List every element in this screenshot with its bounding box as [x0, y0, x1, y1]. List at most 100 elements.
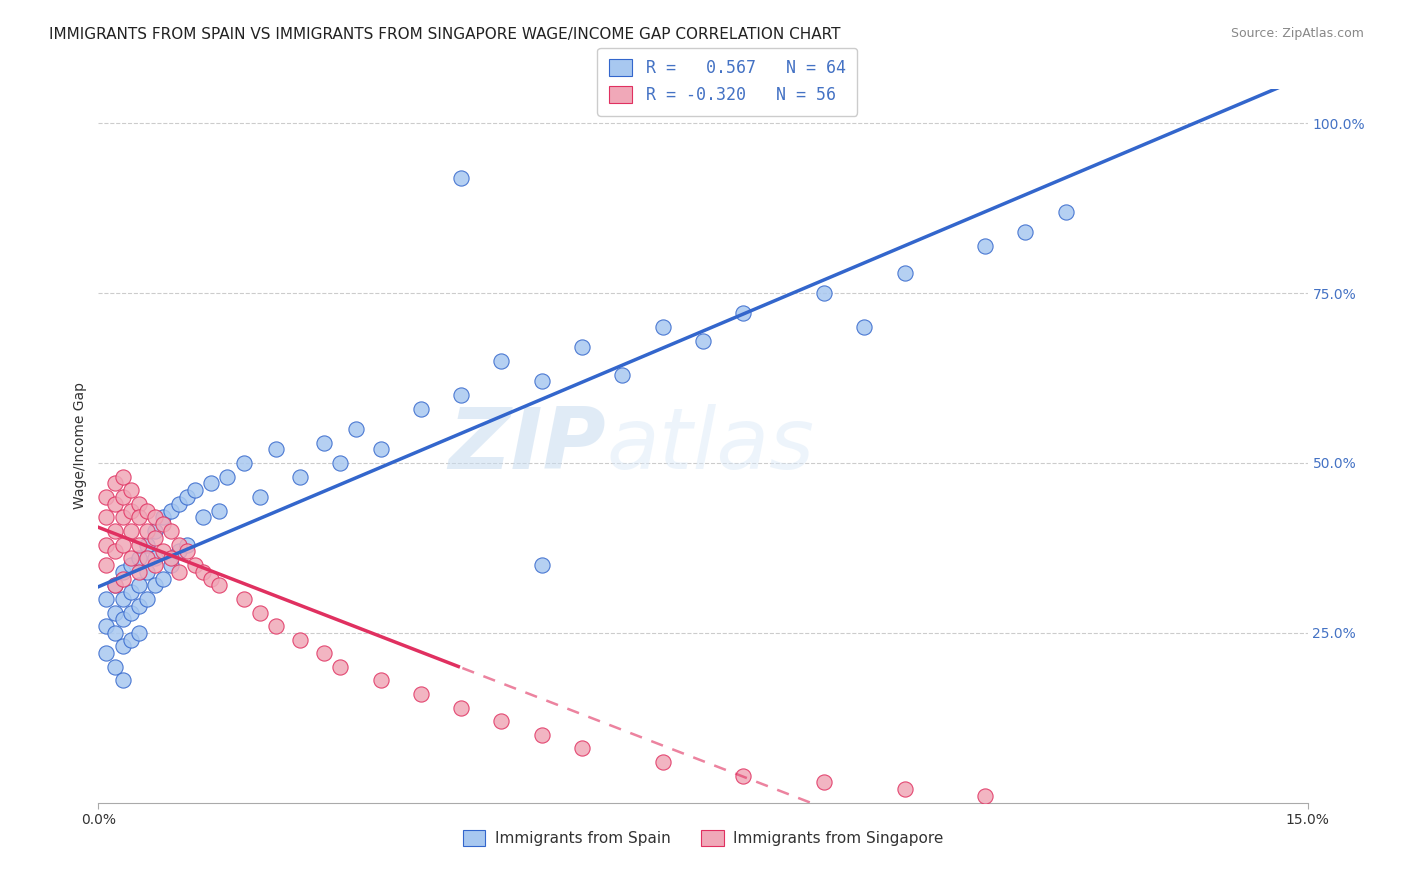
- Point: [111, 537, 134, 551]
- Point: [167, 537, 190, 551]
- Point: [167, 544, 190, 558]
- Point: [160, 524, 183, 538]
- Point: [103, 476, 125, 491]
- Point: [733, 306, 755, 320]
- Point: [96, 490, 118, 504]
- Point: [200, 572, 222, 586]
- Point: [128, 565, 150, 579]
- Point: [111, 640, 134, 654]
- Text: Source: ZipAtlas.com: Source: ZipAtlas.com: [1230, 27, 1364, 40]
- Point: [152, 517, 174, 532]
- Point: [103, 660, 125, 674]
- Point: [96, 619, 118, 633]
- Point: [893, 782, 915, 797]
- Point: [193, 565, 215, 579]
- Point: [120, 606, 142, 620]
- Point: [160, 558, 183, 572]
- Point: [893, 266, 915, 280]
- Legend: Immigrants from Spain, Immigrants from Singapore: Immigrants from Spain, Immigrants from S…: [457, 824, 949, 852]
- Point: [103, 497, 125, 511]
- Point: [120, 483, 142, 498]
- Point: [135, 565, 157, 579]
- Point: [232, 456, 254, 470]
- Point: [167, 565, 190, 579]
- Point: [135, 524, 157, 538]
- Point: [120, 585, 142, 599]
- Point: [176, 544, 198, 558]
- Point: [103, 544, 125, 558]
- Point: [152, 572, 174, 586]
- Point: [111, 469, 134, 483]
- Point: [111, 510, 134, 524]
- Point: [651, 320, 673, 334]
- Point: [370, 673, 392, 688]
- Point: [329, 660, 352, 674]
- Point: [491, 714, 513, 729]
- Point: [96, 558, 118, 572]
- Point: [111, 565, 134, 579]
- Point: [264, 619, 287, 633]
- Point: [264, 442, 287, 457]
- Point: [135, 591, 157, 606]
- Point: [813, 286, 835, 301]
- Point: [288, 632, 311, 647]
- Point: [571, 341, 593, 355]
- Point: [651, 755, 673, 769]
- Point: [143, 510, 166, 524]
- Point: [208, 503, 231, 517]
- Point: [143, 578, 166, 592]
- Point: [135, 551, 157, 566]
- Point: [450, 700, 472, 714]
- Y-axis label: Wage/Income Gap: Wage/Income Gap: [73, 383, 87, 509]
- Point: [103, 606, 125, 620]
- Point: [143, 524, 166, 538]
- Point: [314, 646, 336, 660]
- Point: [128, 599, 150, 613]
- Text: atlas: atlas: [606, 404, 814, 488]
- Text: ZIP: ZIP: [449, 404, 606, 488]
- Point: [96, 591, 118, 606]
- Point: [96, 510, 118, 524]
- Point: [128, 626, 150, 640]
- Point: [974, 789, 997, 803]
- Point: [120, 503, 142, 517]
- Point: [96, 537, 118, 551]
- Point: [249, 490, 271, 504]
- Point: [974, 238, 997, 252]
- Point: [111, 612, 134, 626]
- Point: [208, 578, 231, 592]
- Point: [176, 537, 198, 551]
- Point: [160, 551, 183, 566]
- Point: [160, 503, 183, 517]
- Point: [128, 551, 150, 566]
- Point: [96, 646, 118, 660]
- Point: [612, 368, 634, 382]
- Point: [184, 483, 207, 498]
- Point: [120, 632, 142, 647]
- Text: IMMIGRANTS FROM SPAIN VS IMMIGRANTS FROM SINGAPORE WAGE/INCOME GAP CORRELATION C: IMMIGRANTS FROM SPAIN VS IMMIGRANTS FROM…: [49, 27, 841, 42]
- Point: [530, 728, 553, 742]
- Point: [143, 558, 166, 572]
- Point: [288, 469, 311, 483]
- Point: [249, 606, 271, 620]
- Point: [143, 551, 166, 566]
- Point: [314, 435, 336, 450]
- Point: [167, 497, 190, 511]
- Point: [450, 388, 472, 402]
- Point: [1054, 204, 1077, 219]
- Point: [103, 578, 125, 592]
- Point: [344, 422, 367, 436]
- Point: [103, 524, 125, 538]
- Point: [370, 442, 392, 457]
- Point: [128, 497, 150, 511]
- Point: [135, 537, 157, 551]
- Point: [152, 510, 174, 524]
- Point: [184, 558, 207, 572]
- Point: [409, 401, 432, 416]
- Point: [409, 687, 432, 701]
- Point: [135, 503, 157, 517]
- Point: [200, 476, 222, 491]
- Point: [111, 572, 134, 586]
- Point: [152, 544, 174, 558]
- Point: [111, 591, 134, 606]
